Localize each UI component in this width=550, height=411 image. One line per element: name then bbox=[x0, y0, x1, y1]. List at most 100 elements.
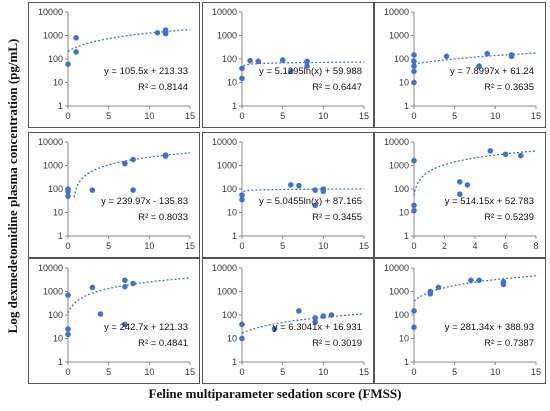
x-tick-label: 10 bbox=[318, 367, 328, 377]
y-tick-label: 1 bbox=[232, 357, 237, 367]
x-tick-label: 10 bbox=[490, 111, 500, 121]
x-tick-label: 6 bbox=[503, 241, 508, 251]
trend-equation: y = 514.15x + 52.783 bbox=[445, 196, 534, 207]
data-point bbox=[65, 292, 71, 298]
y-tick-label: 10000 bbox=[212, 263, 237, 273]
data-point bbox=[239, 192, 245, 198]
x-tick-label: 5 bbox=[106, 111, 111, 121]
y-tick-label: 1 bbox=[404, 231, 409, 241]
y-tick-label: 1 bbox=[404, 101, 409, 111]
y-tick-label: 100 bbox=[222, 310, 237, 320]
trend-equation: y = 239.97x - 135.83 bbox=[101, 196, 188, 207]
y-tick-label: 10000 bbox=[384, 263, 409, 273]
data-point bbox=[487, 148, 494, 154]
data-point bbox=[130, 187, 136, 193]
y-tick-label: 100 bbox=[394, 54, 409, 64]
x-tick-label: 8 bbox=[533, 241, 538, 251]
data-point bbox=[312, 187, 318, 193]
panel-border bbox=[202, 2, 374, 128]
y-tick-label: 1000 bbox=[389, 287, 409, 297]
r-squared: R² = 0.3635 bbox=[484, 82, 534, 93]
x-tick-label: 15 bbox=[359, 111, 369, 121]
data-point bbox=[304, 59, 310, 65]
y-tick-label: 100 bbox=[394, 184, 409, 194]
trend-line bbox=[241, 313, 365, 334]
data-point bbox=[484, 50, 490, 57]
data-point bbox=[255, 58, 262, 65]
y-tick-label: 1 bbox=[232, 101, 237, 111]
trend-equation: y = 5.1295ln(x) + 59.988 bbox=[259, 66, 362, 77]
x-tick-label: 15 bbox=[531, 367, 541, 377]
trend-equation: y = 6.3041x + 16.931 bbox=[273, 322, 362, 333]
r-squared: R² = 0.4841 bbox=[138, 338, 188, 349]
panel-border bbox=[202, 132, 374, 258]
data-point bbox=[122, 160, 128, 167]
x-tick-label: 15 bbox=[531, 111, 541, 121]
x-tick-label: 10 bbox=[144, 367, 154, 377]
y-tick-label: 1 bbox=[58, 231, 63, 241]
data-point bbox=[122, 277, 128, 284]
x-tick-label: 2 bbox=[442, 241, 447, 251]
data-point bbox=[89, 284, 96, 291]
panel-border bbox=[374, 2, 546, 128]
data-point bbox=[162, 30, 169, 37]
x-tick-label: 10 bbox=[490, 367, 500, 377]
y-tick-label: 1000 bbox=[217, 31, 237, 41]
x-tick-label: 5 bbox=[452, 111, 457, 121]
data-point bbox=[411, 157, 417, 164]
x-tick-label: 10 bbox=[144, 241, 154, 251]
data-point bbox=[320, 188, 327, 195]
trend-line bbox=[413, 150, 537, 196]
data-point bbox=[97, 311, 104, 317]
y-tick-label: 100 bbox=[222, 54, 237, 64]
x-tick-label: 0 bbox=[65, 111, 70, 121]
x-tick-label: 15 bbox=[359, 367, 369, 377]
data-point bbox=[508, 53, 515, 60]
trend-equation: y = 5.0455ln(x) + 87.165 bbox=[259, 196, 362, 207]
panel-border bbox=[28, 132, 200, 258]
y-tick-label: 1000 bbox=[217, 287, 237, 297]
x-tick-label: 5 bbox=[280, 241, 285, 251]
r-squared: R² = 0.3455 bbox=[312, 212, 362, 223]
y-tick-label: 10000 bbox=[38, 137, 63, 147]
x-tick-label: 15 bbox=[185, 241, 195, 251]
y-tick-label: 1000 bbox=[43, 287, 63, 297]
x-tick-label: 10 bbox=[144, 111, 154, 121]
x-tick-label: 15 bbox=[359, 241, 369, 251]
r-squared: R² = 0.3019 bbox=[312, 338, 362, 349]
data-point bbox=[411, 207, 417, 214]
x-tick-label: 0 bbox=[65, 241, 70, 251]
x-tick-label: 0 bbox=[411, 241, 416, 251]
data-point bbox=[65, 61, 71, 67]
x-tick-label: 15 bbox=[185, 111, 195, 121]
y-tick-label: 10000 bbox=[384, 137, 409, 147]
data-point bbox=[320, 313, 327, 319]
chart-panel-3: 1 10 100 1000 10000 0 5 10 15 y = 7.8997x + 61.24… bbox=[374, 2, 546, 128]
data-point bbox=[312, 315, 318, 321]
y-tick-label: 10 bbox=[399, 334, 409, 344]
x-tick-label: 4 bbox=[472, 241, 477, 251]
y-tick-label: 10000 bbox=[38, 263, 63, 273]
y-tick-label: 10 bbox=[399, 208, 409, 218]
chart-panel-4: 1 10 100 1000 10000 0 5 10 15 y = 239.97x - 135.8… bbox=[28, 132, 200, 258]
data-point bbox=[239, 65, 245, 72]
y-tick-label: 1 bbox=[58, 357, 63, 367]
chart-panel-6: 1 10 100 1000 10000 0 2 4 6 8 y = 514.15x + 52.783… bbox=[374, 132, 546, 258]
data-point bbox=[122, 283, 128, 290]
x-tick-label: 5 bbox=[106, 367, 111, 377]
data-point bbox=[279, 57, 286, 63]
data-point bbox=[518, 152, 524, 159]
x-tick-label: 0 bbox=[411, 367, 416, 377]
panel-border bbox=[202, 258, 374, 384]
data-point bbox=[239, 321, 245, 328]
data-point bbox=[457, 191, 463, 197]
chart-panel-1: 1 10 100 1000 10000 0 5 10 15 y = 105.5x + 213.33… bbox=[28, 2, 200, 128]
x-axis-label: Feline multiparameter sedation score (FM… bbox=[148, 386, 402, 401]
y-tick-label: 1000 bbox=[43, 161, 63, 171]
r-squared: R² = 0.8033 bbox=[138, 212, 188, 223]
x-tick-label: 5 bbox=[280, 111, 285, 121]
y-tick-label: 10 bbox=[399, 78, 409, 88]
trend-line bbox=[67, 277, 191, 314]
data-point bbox=[271, 326, 278, 332]
